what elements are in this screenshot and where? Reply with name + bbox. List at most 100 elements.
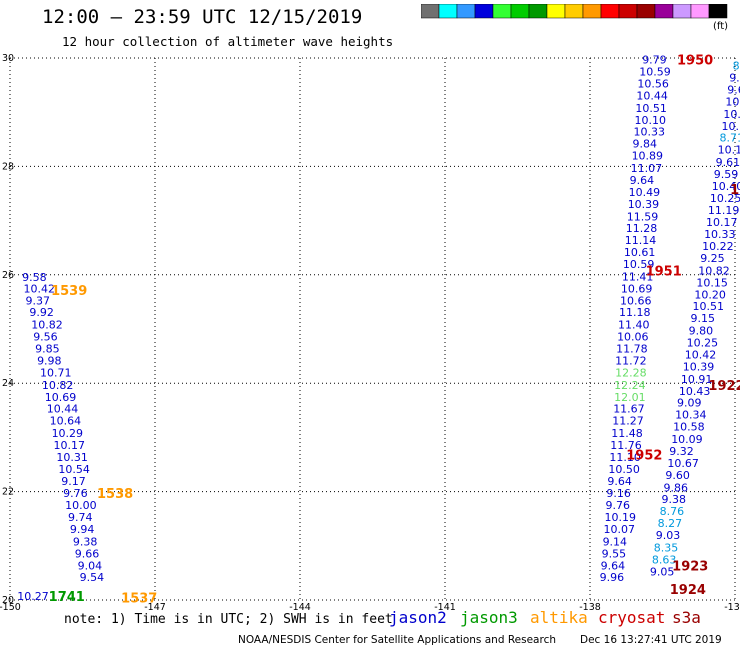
wave-height-value: 8.35 [654, 541, 679, 554]
wave-height-value: 10.50 [608, 463, 640, 476]
wave-height-value: 8.76 [660, 505, 685, 518]
legend-jason3: jason3 [460, 608, 518, 627]
wave-height-value: 9.25 [700, 252, 725, 265]
wave-height-value: 10.34 [675, 409, 707, 422]
wave-height-value: 10.89 [632, 150, 664, 163]
wave-height-value: 10.67 [667, 457, 699, 470]
legend-note: note: 1) Time is in UTC; 2) SWH is in fe… [64, 612, 393, 627]
track-left: 9.5810.429.379.9210.829.569.859.9810.711… [17, 271, 157, 606]
wave-height-value: 11.72 [615, 354, 647, 367]
wave-height-value: 10.69 [45, 391, 77, 404]
wave-height-value: 11.67 [613, 403, 645, 416]
wave-height-value: 10.19 [605, 511, 637, 524]
wave-height-value: 10.42 [24, 282, 56, 295]
legend-jason2: jason2 [389, 608, 447, 627]
footer-credit: NOAA/NESDIS Center for Satellite Applica… [238, 634, 556, 646]
pass-time-label: 1741 [49, 590, 85, 605]
x-tick-label: -141 [434, 602, 456, 612]
wave-height-value: 11.14 [625, 234, 657, 247]
y-tick-label: 28 [2, 161, 14, 172]
wave-height-value: 10.44 [636, 89, 668, 102]
wave-height-value: 9.74 [68, 511, 93, 524]
wave-height-value: 10.71 [40, 366, 72, 379]
wave-height-value: 11.41 [622, 270, 654, 283]
wave-height-value: 9.05 [650, 565, 675, 578]
wave-height-value: 10.27 [17, 590, 49, 603]
y-tick-label: 30 [2, 53, 14, 64]
wave-height-value: 10.25 [687, 337, 719, 350]
wave-height-value: 9.60 [665, 469, 690, 482]
wave-height-value: 9.84 [633, 138, 658, 151]
wave-height-value: 11.07 [631, 162, 663, 175]
wave-height-value: 10.82 [698, 264, 730, 277]
wave-height-value: 10.10 [634, 114, 666, 127]
wave-height-value: 11.19 [708, 204, 740, 217]
wave-height-value: 12.24 [614, 379, 646, 392]
wave-height-value: 9.64 [601, 559, 626, 572]
wave-height-value: 10.39 [683, 360, 715, 373]
wave-height-value: 9.59 [714, 168, 739, 181]
pass-time-label: 1951 [646, 264, 682, 279]
wave-height-value: 9.86 [663, 481, 688, 494]
y-tick-label: 26 [2, 270, 14, 281]
wave-height-value: 9.38 [73, 535, 98, 548]
wave-height-value: 10.91 [681, 373, 713, 386]
wave-height-value: 9.38 [662, 493, 687, 506]
colorbar-swatch [708, 4, 728, 19]
x-tick-label: -147 [144, 602, 166, 612]
wave-height-value: 10.29 [52, 427, 84, 440]
x-tick-label: -135 [724, 602, 740, 612]
wave-height-value: 9.76 [605, 499, 630, 512]
wave-height-value: 9.79 [642, 54, 667, 67]
wave-height-value: 9.09 [677, 397, 702, 410]
wave-height-value: 11.76 [610, 439, 642, 452]
wave-height-value: 9.56 [33, 331, 58, 344]
wave-height-value: 9.14 [603, 535, 628, 548]
wave-height-value: 9.76 [63, 487, 88, 500]
pass-time-label: 1950 [677, 54, 713, 69]
wave-height-value: 10.07 [604, 523, 636, 536]
wave-height-value: 10.82 [31, 319, 63, 332]
wave-height-value: 10.06 [617, 331, 649, 344]
x-tick-label: -144 [289, 602, 311, 612]
wave-height-value: 12.01 [614, 391, 646, 404]
wave-height-value: 10.49 [629, 186, 661, 199]
wave-height-value: 10.22 [702, 240, 734, 253]
chart-subtitle: 12 hour collection of altimeter wave hei… [62, 34, 394, 49]
pass-time-label: 1924 [670, 583, 706, 598]
wave-height-value: 10.54 [58, 463, 89, 476]
wave-height-value: 10.17 [706, 216, 738, 229]
wave-height-value: 9.80 [689, 325, 714, 338]
wave-height-value: 8.63 [652, 553, 677, 566]
legend-altika: altika [530, 608, 588, 627]
wave-height-value: 10.09 [671, 433, 703, 446]
wave-height-value: 12.28 [615, 366, 647, 379]
legend-s3a: s3a [672, 608, 701, 627]
wave-height-value: 10.43 [679, 385, 711, 398]
wave-height-value: 10.58 [673, 421, 705, 434]
wave-height-value: 9.32 [669, 445, 694, 458]
wave-height-value: 10.25 [710, 192, 740, 205]
wave-height-value: 9.64 [607, 475, 632, 488]
wave-height-value: 8.27 [658, 517, 683, 530]
x-tick-label: -150 [0, 602, 21, 612]
wave-height-value: 10.15 [696, 276, 728, 289]
y-tick-label: 24 [2, 378, 14, 389]
wave-height-value: 10.17 [54, 439, 86, 452]
wave-height-value: 10.20 [694, 288, 726, 301]
wave-height-value: 11.28 [626, 222, 658, 235]
wave-height-value: 9.37 [25, 294, 50, 307]
wave-height-value: 10.46 [723, 108, 740, 121]
wave-height-value: 9.17 [61, 475, 86, 488]
wave-height-value: 9.55 [602, 547, 627, 560]
pass-time-label: 1923 [672, 559, 708, 574]
wave-height-value: 9.40 [729, 72, 740, 85]
pass-time-label: 19 [730, 183, 740, 198]
track-right-outer: 8.599.409.6010.3410.4610.158.7110.199.61… [650, 60, 740, 599]
wave-height-value: 10.59 [639, 66, 671, 79]
track-right-inner: 9.7910.5910.5610.4410.5110.1010.339.8410… [600, 54, 714, 585]
wave-height-value: 11.10 [609, 451, 641, 464]
pass-time-label: 1952 [626, 449, 662, 464]
wave-height-value: 10.34 [725, 95, 740, 108]
wave-height-value: 10.31 [56, 451, 88, 464]
